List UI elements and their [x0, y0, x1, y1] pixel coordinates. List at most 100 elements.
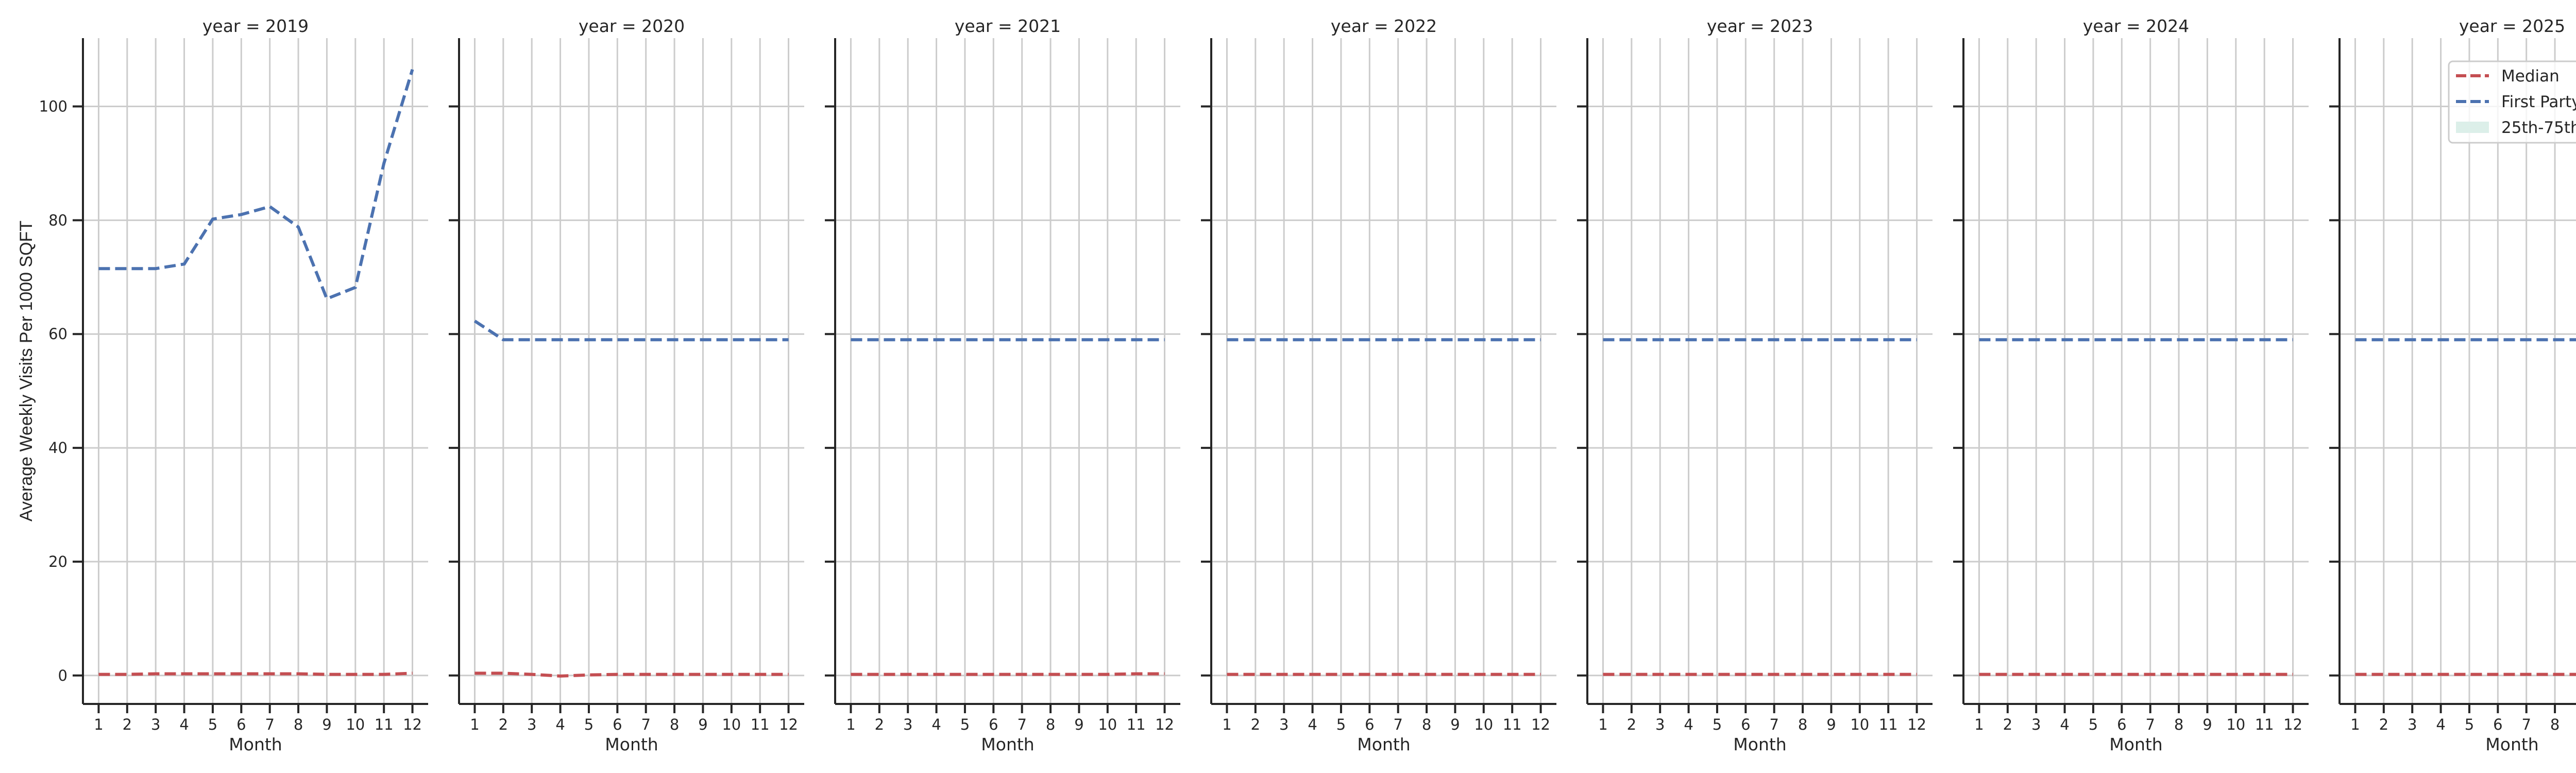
x-tick-label: 4 [555, 716, 565, 733]
x-tick-label: 7 [2521, 716, 2531, 733]
legend-label: 25th-75th Percentile [2501, 119, 2576, 137]
x-tick-label: 4 [179, 716, 189, 733]
x-tick-label: 11 [751, 716, 770, 733]
x-tick-label: 7 [641, 716, 650, 733]
x-tick-label: 8 [1046, 716, 1055, 733]
x-tick-label: 8 [1422, 716, 1431, 733]
legend-label: Median [2501, 67, 2560, 86]
x-tick-label: 1 [2350, 716, 2360, 733]
x-tick-label: 8 [2174, 716, 2183, 733]
x-tick-label: 7 [1017, 716, 1026, 733]
panel-title: year = 2024 [2083, 16, 2189, 36]
x-tick-label: 1 [1222, 716, 1231, 733]
x-tick-label: 11 [2255, 716, 2274, 733]
x-tick-label: 1 [470, 716, 479, 733]
x-tick-label: 6 [613, 716, 622, 733]
x-tick-label: 2 [123, 716, 132, 733]
x-axis-label: Month [1357, 734, 1410, 754]
x-tick-label: 9 [322, 716, 331, 733]
x-axis-label: Month [605, 734, 658, 754]
x-tick-label: 11 [1879, 716, 1898, 733]
y-tick-label: 100 [39, 98, 67, 115]
series-line-median [98, 671, 413, 676]
y-tick-label: 20 [48, 553, 67, 570]
x-tick-label: 10 [2226, 716, 2245, 733]
x-tick-label: 10 [1098, 716, 1117, 733]
x-tick-label: 9 [698, 716, 707, 733]
x-tick-label: 5 [1713, 716, 1722, 733]
x-tick-label: 3 [903, 716, 912, 733]
x-tick-label: 9 [1074, 716, 1083, 733]
x-tick-label: 11 [1503, 716, 1522, 733]
x-axis-label: Month [2109, 734, 2162, 754]
series-line-median [474, 671, 789, 678]
x-tick-label: 5 [208, 716, 217, 733]
x-tick-label: 12 [403, 716, 422, 733]
x-tick-label: 4 [931, 716, 941, 733]
x-tick-label: 4 [2060, 716, 2069, 733]
x-tick-label: 5 [2465, 716, 2474, 733]
series-line-first-party-median [98, 69, 414, 301]
x-tick-label: 12 [779, 716, 798, 733]
x-tick-label: 3 [1655, 716, 1665, 733]
x-tick-label: 9 [1450, 716, 1460, 733]
x-tick-label: 8 [294, 716, 303, 733]
x-tick-label: 8 [2550, 716, 2560, 733]
x-tick-label: 5 [960, 716, 970, 733]
y-axis-label: Average Weekly Visits Per 1000 SQFT [16, 221, 36, 522]
panel-title: year = 2022 [1331, 16, 1437, 36]
legend-swatch [2456, 122, 2489, 133]
x-tick-label: 1 [1974, 716, 1984, 733]
x-tick-label: 12 [1155, 716, 1174, 733]
x-tick-label: 9 [1826, 716, 1836, 733]
x-tick-label: 11 [1127, 716, 1146, 733]
x-tick-label: 12 [1907, 716, 1926, 733]
x-tick-label: 3 [527, 716, 536, 733]
y-tick-label: 60 [48, 325, 67, 343]
x-tick-label: 2 [1251, 716, 1260, 733]
x-tick-label: 6 [989, 716, 998, 733]
x-axis-label: Month [981, 734, 1034, 754]
x-tick-label: 3 [2031, 716, 2041, 733]
x-tick-label: 5 [2089, 716, 2098, 733]
x-tick-label: 2 [875, 716, 884, 733]
x-tick-label: 6 [1741, 716, 1750, 733]
x-tick-label: 7 [1393, 716, 1402, 733]
x-tick-label: 10 [1474, 716, 1493, 733]
legend-label: First Party Median [2501, 93, 2576, 111]
x-tick-label: 8 [670, 716, 679, 733]
x-tick-label: 7 [1769, 716, 1778, 733]
y-tick-label: 40 [48, 439, 67, 457]
x-tick-label: 7 [265, 716, 274, 733]
x-tick-label: 3 [1279, 716, 1289, 733]
x-tick-label: 4 [2436, 716, 2445, 733]
x-tick-label: 10 [346, 716, 365, 733]
x-tick-label: 2 [2003, 716, 2012, 733]
x-tick-label: 6 [236, 716, 246, 733]
x-tick-label: 6 [2117, 716, 2126, 733]
series-line-first-party-median [473, 320, 789, 342]
x-tick-label: 7 [2145, 716, 2155, 733]
panel-title: year = 2025 [2459, 16, 2565, 36]
x-tick-label: 11 [375, 716, 394, 733]
x-tick-label: 6 [1365, 716, 1374, 733]
x-tick-label: 1 [1598, 716, 1607, 733]
x-tick-label: 2 [1627, 716, 1636, 733]
x-tick-label: 5 [1336, 716, 1346, 733]
x-tick-label: 1 [846, 716, 855, 733]
y-tick-label: 0 [58, 667, 67, 684]
x-tick-label: 2 [2379, 716, 2388, 733]
x-axis-label: Month [1733, 734, 1786, 754]
x-tick-label: 3 [2408, 716, 2417, 733]
x-tick-label: 4 [1308, 716, 1317, 733]
x-axis-label: Month [229, 734, 282, 754]
legend: Median First Party Median 25th-75th Percen… [2448, 60, 2576, 144]
x-tick-label: 1 [94, 716, 103, 733]
x-tick-label: 5 [584, 716, 594, 733]
